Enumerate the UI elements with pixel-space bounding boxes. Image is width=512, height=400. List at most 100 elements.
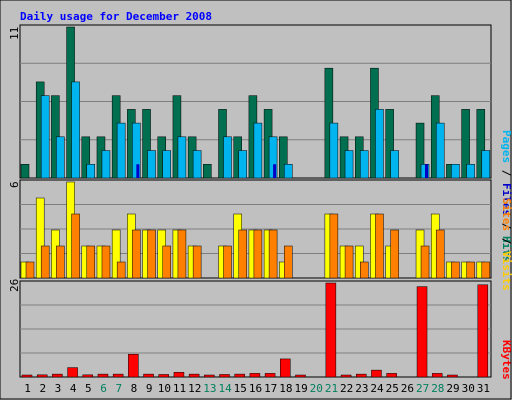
bar-kbytes-7 [112, 373, 124, 378]
bar-files-29 [451, 164, 460, 179]
bar-hits-25 [385, 109, 394, 179]
bar-kbytes-10 [158, 374, 169, 378]
bar-files-10 [162, 150, 171, 179]
x-tick-label: 3 [55, 382, 62, 395]
bar-kbytes-21 [325, 282, 337, 378]
x-tick-label: 11 [173, 382, 186, 395]
x-tick-label: 23 [355, 382, 368, 395]
bar-hits-1 [20, 164, 30, 179]
x-tick-label: 16 [249, 382, 262, 395]
legend-panel1-text: Pages / Files / Hits [500, 130, 512, 263]
bar-hits-30 [461, 109, 470, 179]
legend-hits: Hits [500, 236, 512, 263]
bar-kbytes-12 [188, 373, 200, 378]
bar-files-16 [253, 122, 263, 179]
x-tick-label: 30 [462, 382, 475, 395]
bar-kbytes-16 [249, 373, 261, 378]
bar-sites-10 [162, 245, 171, 279]
x-tick-label: 29 [446, 382, 459, 395]
bar-kbytes-5 [82, 374, 94, 378]
bar-kbytes-24 [371, 369, 382, 378]
panel-kbytes [19, 280, 492, 378]
bar-kbytes-2 [36, 374, 48, 378]
bar-kbytes-17 [264, 373, 276, 378]
bar-sites-29 [451, 261, 460, 279]
bar-sites-8 [132, 229, 141, 279]
bar-visits-7 [111, 229, 121, 279]
bar-hits-18 [279, 136, 288, 179]
bar-sites-24 [375, 213, 384, 279]
x-tick-label: 14 [218, 382, 232, 395]
x-tick-label: 7 [115, 382, 122, 395]
bar-sites-7 [116, 261, 126, 279]
bar-sites-15 [238, 229, 247, 279]
bar-files-15 [238, 150, 247, 179]
bar-kbytes-31 [477, 284, 489, 378]
bar-kbytes-13 [204, 374, 215, 378]
bar-files-21 [329, 122, 339, 179]
bar-files-28 [435, 122, 445, 179]
bar-sites-18 [284, 245, 293, 279]
legend-visits: Visits [500, 251, 512, 291]
bar-sites-31 [481, 261, 491, 279]
legend-files: Files [500, 183, 512, 216]
bar-kbytes-27 [416, 286, 428, 378]
bar-kbytes-3 [52, 373, 63, 378]
bar-sites-12 [192, 245, 202, 279]
bar-sites-23 [360, 261, 369, 279]
panel2-max-label: 6 [8, 181, 21, 188]
bar-sites-16 [253, 229, 263, 279]
chart-panels [19, 24, 492, 378]
x-tick-label: 26 [401, 382, 414, 395]
bar-sites-28 [435, 229, 445, 279]
bar-kbytes-28 [431, 373, 443, 378]
bar-files-3 [56, 136, 65, 179]
bar-files-23 [360, 150, 369, 179]
x-tick-label: 27 [416, 382, 429, 395]
legend-panel2: Sites / Visits [500, 198, 512, 291]
bar-sites-27 [420, 245, 430, 279]
x-tick-label: 20 [310, 382, 323, 395]
bar-hits-13 [203, 164, 212, 179]
bar-kbytes-8 [128, 353, 139, 378]
bar-files-14 [223, 136, 232, 179]
bar-kbytes-15 [234, 373, 245, 378]
bar-kbytes-9 [143, 373, 154, 378]
bar-sites-11 [177, 229, 187, 279]
bar-kbytes-14 [219, 374, 230, 378]
bar-kbytes-4 [67, 367, 78, 378]
bar-kbytes-29 [447, 374, 458, 378]
bar-files-4 [71, 81, 80, 179]
bar-pages-27 [425, 164, 429, 178]
x-tick-label: 31 [477, 382, 490, 395]
x-tick-label: 17 [264, 382, 277, 395]
x-tick-label: 8 [131, 382, 138, 395]
x-tick-label: 1 [24, 382, 31, 395]
x-tick-label: 2 [39, 382, 46, 395]
x-tick-label: 22 [340, 382, 353, 395]
bar-files-9 [147, 150, 156, 179]
bar-files-7 [116, 122, 126, 179]
panel3-max-label: 26 [8, 279, 21, 292]
bar-sites-30 [466, 261, 475, 279]
bar-sites-6 [101, 245, 111, 279]
x-axis-labels: 1 2 3 4 5 6 7 8 9 10 11 12 13 14 15 16 17 18 19 20 21 22 23 24 2… [24, 382, 490, 395]
bar-files-2 [40, 95, 50, 179]
legend-panel3: KBytes [500, 340, 512, 380]
bar-kbytes-1 [21, 374, 33, 378]
bar-files-22 [344, 150, 354, 179]
bar-files-6 [101, 150, 111, 179]
bar-kbytes-23 [356, 373, 367, 378]
x-tick-label: 18 [279, 382, 292, 395]
bar-hits-5 [81, 136, 91, 179]
legend-panel1: Pages / Files / Hits [500, 130, 512, 263]
x-tick-label: 15 [234, 382, 247, 395]
bar-sites-17 [268, 229, 278, 279]
panel-sites-visits [19, 179, 492, 279]
bar-files-24 [375, 109, 384, 179]
bar-kbytes-11 [173, 372, 185, 378]
legend-panel2-text: Sites / Visits [500, 198, 512, 291]
x-tick-label: 19 [294, 382, 307, 395]
bar-pages-8 [136, 164, 140, 178]
